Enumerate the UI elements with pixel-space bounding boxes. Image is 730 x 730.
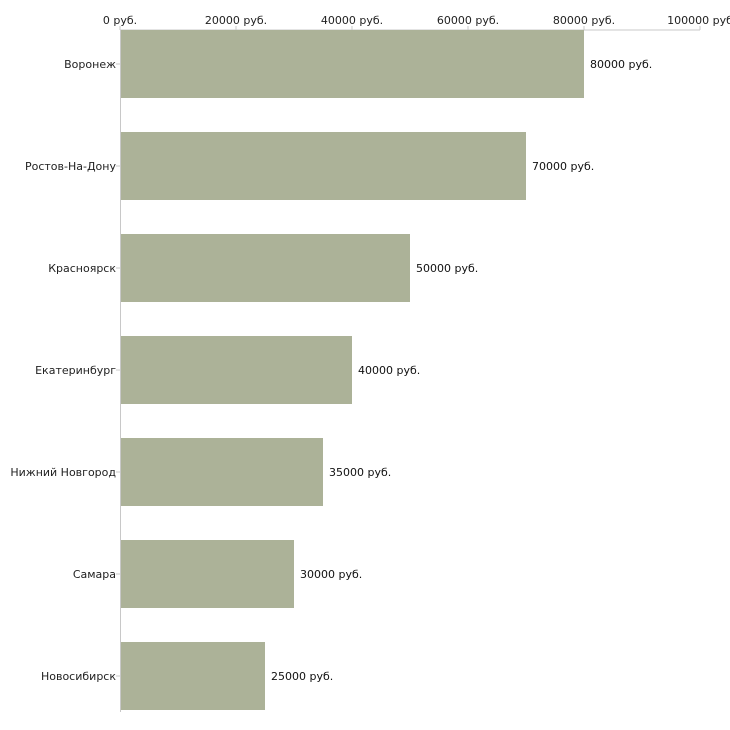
bar <box>121 234 410 302</box>
category-label: Новосибирск <box>41 670 116 683</box>
category-label: Воронеж <box>64 58 116 71</box>
value-label: 25000 руб. <box>271 670 333 683</box>
bar <box>121 540 294 608</box>
value-label: 40000 руб. <box>358 364 420 377</box>
x-tick-label: 20000 руб. <box>205 14 267 27</box>
value-label: 50000 руб. <box>416 262 478 275</box>
bar <box>121 336 352 404</box>
value-label: 80000 руб. <box>590 58 652 71</box>
bars-layer <box>121 30 584 710</box>
x-tick-label: 40000 руб. <box>321 14 383 27</box>
category-label: Самара <box>73 568 116 581</box>
axis-layer: 0 руб. 20000 руб. 40000 руб. 60000 руб. 8000… <box>103 14 730 712</box>
bar <box>121 438 323 506</box>
category-label: Красноярск <box>48 262 116 275</box>
category-label: Ростов-На-Дону <box>25 160 116 173</box>
bar <box>121 132 526 200</box>
bar <box>121 642 265 710</box>
x-tick-label: 100000 руб <box>667 14 730 27</box>
bar <box>121 30 584 98</box>
value-label: 30000 руб. <box>300 568 362 581</box>
x-tick-label: 60000 руб. <box>437 14 499 27</box>
category-label: Нижний Новгород <box>10 466 116 479</box>
x-tick-label: 80000 руб. <box>553 14 615 27</box>
category-label: Екатеринбург <box>35 364 116 377</box>
value-label: 70000 руб. <box>532 160 594 173</box>
labels-layer: Воронеж 80000 руб. Ростов-На-Дону 70000 руб… <box>10 58 652 683</box>
value-label: 35000 руб. <box>329 466 391 479</box>
x-tick-label: 0 руб. <box>103 14 137 27</box>
